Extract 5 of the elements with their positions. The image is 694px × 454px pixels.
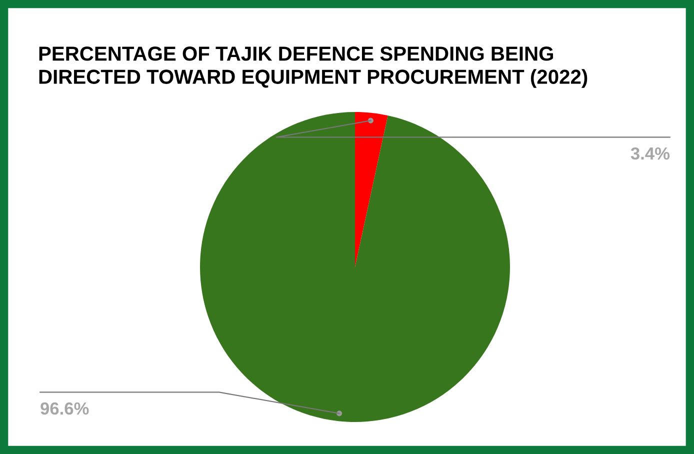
data-label: 96.6% <box>40 402 89 415</box>
data-label: 3.4% <box>630 147 670 160</box>
pie-slice <box>355 112 388 267</box>
chart-title: PERCENTAGE OF TAJIK DEFENCE SPENDING BEING DIRECTED TOWARD EQUIPMENT PROCUREMENT (2022) <box>39 46 588 88</box>
pie-slice <box>200 112 510 422</box>
